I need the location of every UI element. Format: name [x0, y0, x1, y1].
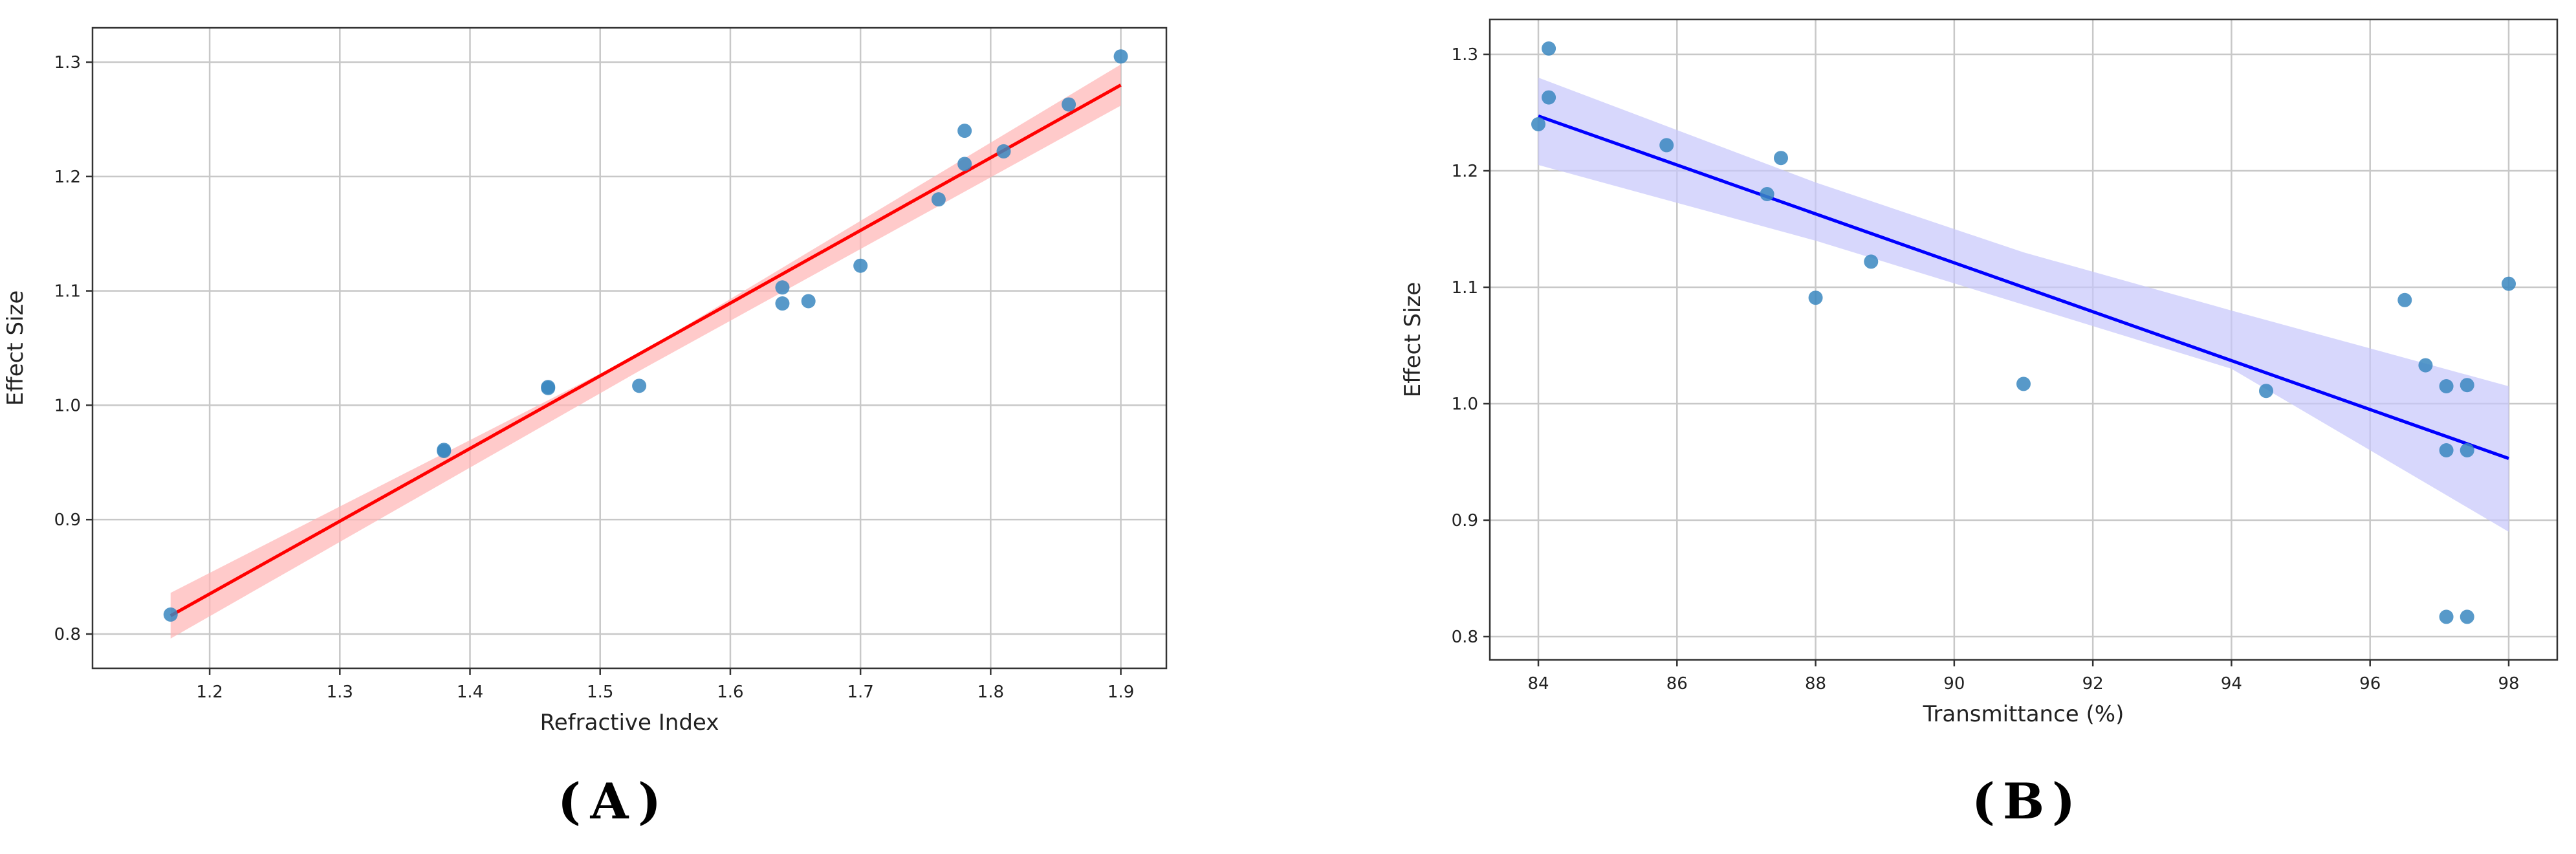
x-tick-label: 88: [1805, 674, 1826, 694]
plot-frame: [1489, 18, 2559, 661]
panel-b-chart: 84 86 88 90 92 94 96 98 0.8 0.9 1.0 1.1 1.2 1.3 Transm…: [1400, 18, 2559, 727]
scatter-point: [632, 378, 647, 393]
scatter-point: [541, 380, 556, 395]
scatter-point: [1531, 117, 1545, 131]
scatter-point: [1062, 97, 1076, 112]
x-tick-label: 98: [2498, 674, 2519, 694]
scatter-point: [1864, 254, 1879, 269]
y-axis-label: Effect Size: [1400, 282, 1426, 397]
scatter-point: [2418, 358, 2433, 373]
scatter-point: [2439, 379, 2454, 393]
scatter-point: [2460, 378, 2474, 393]
scatter-point: [2016, 377, 2031, 391]
x-tick-label: 1.9: [1108, 683, 1134, 702]
x-tick-label: 1.5: [587, 683, 613, 702]
panel-b-label: ( B ): [1972, 772, 2075, 830]
x-axis-label: Refractive Index: [540, 710, 719, 736]
panel-a-chart: 1.2 1.3 1.4 1.5 1.6 1.7 1.8 1.9 0.8 0.9 1.0 1.1 1.2 1…: [3, 27, 1168, 736]
scatter-point: [957, 157, 972, 171]
scatter-point: [853, 258, 868, 273]
scatter-point: [1542, 41, 1556, 56]
panel-b-label-close: ): [2052, 772, 2075, 830]
regression-line: [169, 83, 1122, 617]
scatter-point: [1760, 187, 1774, 201]
scatter-point: [163, 607, 178, 622]
plot-frame: [91, 27, 1168, 670]
y-tick-label: 1.3: [54, 53, 81, 72]
scatter-point: [2439, 443, 2454, 457]
y-tick-label: 1.1: [1452, 278, 1478, 298]
scatter-point: [2397, 292, 2412, 307]
panel-b-label-open: (: [1972, 772, 1995, 830]
scatter-point: [775, 280, 790, 295]
x-tick-label: 1.3: [327, 683, 353, 702]
scatter-point: [1659, 138, 1674, 153]
x-tick-label: 84: [1527, 674, 1549, 694]
panel-a-label-text: A: [590, 772, 629, 830]
y-tick-label: 0.8: [1452, 628, 1478, 647]
y-tick-label: 1.0: [54, 396, 81, 415]
y-axis-label: Effect Size: [3, 290, 28, 406]
panel-a-label-open: (: [558, 772, 581, 830]
y-tick-label: 1.0: [1452, 395, 1478, 414]
panel-a-label: ( A ): [558, 772, 661, 830]
x-tick-label: 94: [2221, 674, 2242, 694]
y-tick-label: 0.8: [54, 625, 81, 644]
scatter-point: [1808, 290, 1823, 305]
y-tick-label: 1.2: [1452, 162, 1478, 181]
x-tick-label: 90: [1943, 674, 1965, 694]
scatter-point: [2502, 276, 2516, 291]
y-tick-label: 1.2: [54, 168, 81, 187]
y-tick-label: 1.3: [1452, 45, 1478, 65]
x-tick-label: 92: [2082, 674, 2104, 694]
scatter-point: [775, 296, 790, 311]
scatter-point: [2460, 443, 2474, 457]
scatter-point: [1113, 49, 1128, 64]
x-tick-label: 96: [2359, 674, 2381, 694]
scatter-point: [437, 443, 452, 457]
scatter-point: [996, 144, 1011, 159]
x-tick-label: 1.8: [977, 683, 1004, 702]
scatter-point: [2460, 609, 2474, 624]
scatter-point: [931, 192, 946, 207]
x-tick-label: 1.4: [457, 683, 483, 702]
scatter-point: [1774, 151, 1788, 166]
scatter-point: [2439, 609, 2454, 624]
confidence-band: [1538, 78, 2509, 532]
scatter-point: [957, 124, 972, 138]
y-tick-label: 1.1: [54, 282, 81, 301]
y-tick-label: 0.9: [1452, 511, 1478, 531]
y-tick-label: 0.9: [54, 510, 81, 530]
panel-a-label-close: ): [638, 772, 661, 830]
x-tick-label: 1.7: [847, 683, 873, 702]
x-tick-label: 86: [1666, 674, 1688, 694]
x-axis-label: Transmittance (%): [1923, 701, 2124, 727]
panel-b-label-text: B: [2003, 772, 2044, 830]
x-tick-label: 1.6: [717, 683, 743, 702]
scatter-point: [2259, 384, 2273, 399]
x-tick-label: 1.2: [196, 683, 223, 702]
scatter-point: [801, 294, 816, 309]
regression-line: [1538, 115, 2509, 460]
scatter-point: [1542, 90, 1556, 105]
